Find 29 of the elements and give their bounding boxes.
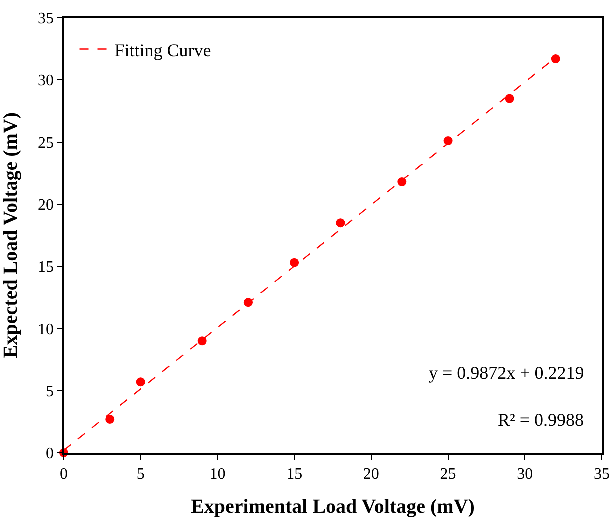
x-tick-label: 25 <box>440 466 456 483</box>
point <box>136 378 146 387</box>
y-tick-label: 5 <box>46 383 54 400</box>
x-tick-label: 35 <box>594 466 610 483</box>
annotation: y = 0.9872x + 0.2219 <box>429 363 584 383</box>
point <box>106 414 115 424</box>
y-tick-label: 25 <box>38 134 54 152</box>
y-tick-label: 15 <box>38 259 54 276</box>
y-tick-label: 35 <box>38 10 54 28</box>
x-axis-title: Experimental Load Voltage (mV) <box>191 496 475 518</box>
point <box>551 54 560 64</box>
point <box>336 218 346 228</box>
y-tick-label: 20 <box>38 197 54 214</box>
y-tick-label: 30 <box>38 72 54 90</box>
y-axis-title: Expected Load Voltage (mV) <box>0 112 22 359</box>
legend-label: Fitting Curve <box>114 40 212 60</box>
point <box>290 258 300 268</box>
x-tick-label: 30 <box>517 466 534 483</box>
point <box>198 336 207 346</box>
x-tick-label: 0 <box>60 466 68 483</box>
point <box>398 178 407 187</box>
x-tick-label: 20 <box>363 466 380 483</box>
x-tick-label: 10 <box>210 466 226 483</box>
x-tick-label: 15 <box>286 466 303 483</box>
annotation: R² = 0.9988 <box>498 410 584 430</box>
point <box>505 94 514 104</box>
y-tick-label: 0 <box>46 446 54 463</box>
y-tick-label: 10 <box>38 321 54 338</box>
x-tick-label: 5 <box>136 466 145 483</box>
